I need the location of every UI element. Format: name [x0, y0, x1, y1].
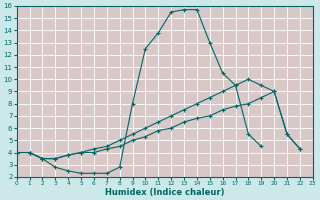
X-axis label: Humidex (Indice chaleur): Humidex (Indice chaleur) — [105, 188, 224, 197]
